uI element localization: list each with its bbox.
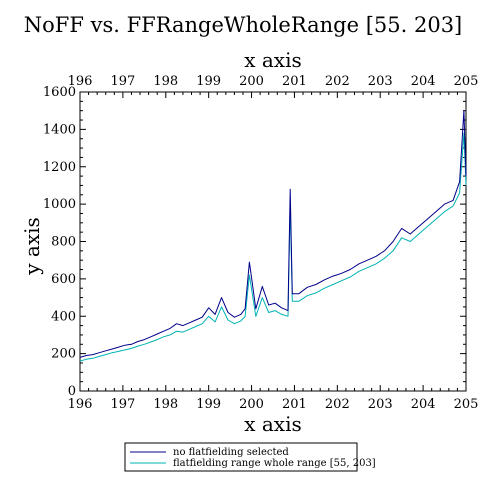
x-tick-label-top: 202 bbox=[325, 74, 350, 89]
x-tick-label: 201 bbox=[282, 397, 307, 412]
tick-layer: 196 196 197 197 198 198 199 199 200 200 201 201 202 2… bbox=[43, 74, 479, 412]
series-layer bbox=[79, 110, 467, 362]
y-tick-label: 0 bbox=[68, 384, 76, 399]
x-tick-label: 199 bbox=[196, 397, 221, 412]
y-tick-label: 1400 bbox=[43, 122, 76, 137]
y-axis-title: y axis bbox=[20, 217, 44, 276]
legend: no flatfielding selected flatfielding ra… bbox=[124, 442, 376, 472]
y-tick-label: 400 bbox=[51, 309, 76, 324]
x-tick-label: 204 bbox=[411, 397, 436, 412]
x-tick-label: 200 bbox=[239, 397, 264, 412]
x-tick-label: 202 bbox=[325, 397, 350, 412]
legend-label-flatfielding-range: flatfielding range whole range [55, 203] bbox=[173, 458, 376, 469]
series-line-0 bbox=[79, 110, 467, 358]
x-tick-label-top: 205 bbox=[454, 74, 479, 89]
series-line-1 bbox=[79, 132, 467, 362]
x-tick-label-top: 203 bbox=[368, 74, 393, 89]
y-tick-label: 800 bbox=[51, 235, 76, 250]
y-tick-label: 600 bbox=[51, 272, 76, 287]
x-tick-label-top: 199 bbox=[196, 74, 221, 89]
legend-box bbox=[124, 442, 358, 472]
legend-label-no-flatfielding: no flatfielding selected bbox=[173, 447, 289, 458]
x-tick-label: 203 bbox=[368, 397, 393, 412]
x-tick-label-top: 198 bbox=[153, 74, 178, 89]
x-tick-label: 196 bbox=[68, 397, 93, 412]
y-tick-label: 1000 bbox=[43, 197, 76, 212]
x-tick-label-top: 204 bbox=[411, 74, 436, 89]
y-tick-label: 1600 bbox=[43, 85, 76, 100]
x-axis-title: x axis bbox=[244, 412, 302, 436]
x-tick-label-top: 200 bbox=[239, 74, 264, 89]
x-axis-title-top: x axis bbox=[244, 48, 302, 72]
chart-title: NoFF vs. FFRangeWholeRange [55. 203] bbox=[24, 13, 463, 37]
x-tick-label: 198 bbox=[153, 397, 178, 412]
x-tick-label-top: 201 bbox=[282, 74, 307, 89]
y-tick-label: 1200 bbox=[43, 160, 76, 175]
x-tick-label: 197 bbox=[110, 397, 135, 412]
x-tick-label: 205 bbox=[454, 397, 479, 412]
y-tick-label: 200 bbox=[51, 347, 76, 362]
x-tick-label-top: 196 bbox=[68, 74, 93, 89]
x-tick-label-top: 197 bbox=[110, 74, 135, 89]
